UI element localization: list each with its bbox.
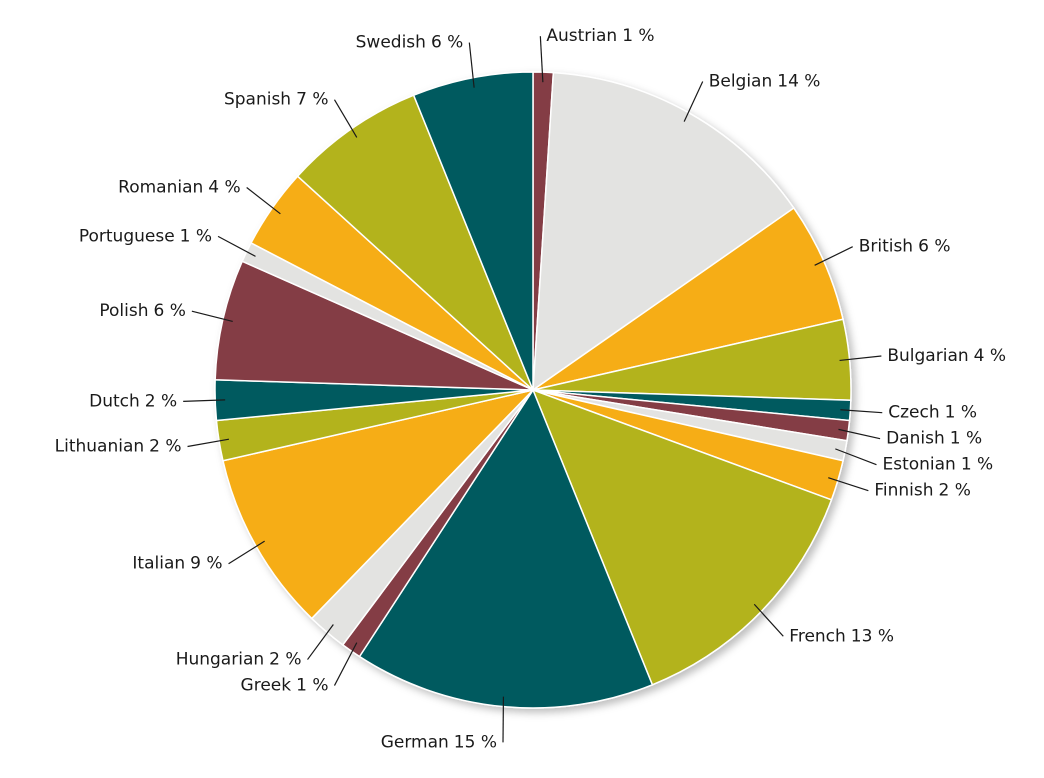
slice-label: Spanish 7 % — [224, 90, 329, 110]
value-label: 1 % — [961, 455, 993, 475]
pie — [214, 71, 852, 709]
slice-label: Finnish 2 % — [874, 481, 971, 501]
slice-label: Danish 1 % — [886, 429, 982, 449]
slice-label: Polish 6 % — [99, 301, 186, 321]
category-name: Danish — [886, 429, 945, 449]
category-name: Spanish — [224, 90, 291, 110]
value-label: 6 % — [154, 301, 186, 321]
leader-line — [333, 99, 358, 138]
value-label: 2 % — [269, 650, 301, 670]
value-label: 13 % — [851, 626, 894, 646]
category-name: Dutch — [89, 391, 140, 411]
value-label: 15 % — [454, 732, 497, 752]
category-name: Swedish — [356, 33, 426, 53]
leader-line — [246, 186, 281, 215]
leader-line — [333, 642, 358, 686]
slice-label: Hungarian 2 % — [176, 650, 302, 670]
slice-label: Dutch 2 % — [89, 391, 177, 411]
category-name: Greek — [241, 676, 292, 696]
value-label: 4 % — [208, 177, 240, 197]
leader-line — [828, 477, 869, 492]
value-label: 14 % — [777, 72, 820, 92]
labels: Austrian 1 %Belgian 14 %British 6 %Bulgaria… — [55, 26, 1006, 752]
leader-line — [814, 246, 853, 266]
category-name: Romanian — [118, 177, 203, 197]
value-label: 2 % — [939, 481, 971, 501]
pie-slice — [531, 388, 833, 686]
category-name: Bulgarian — [887, 346, 968, 366]
leader-line — [539, 36, 544, 83]
value-label: 1 % — [950, 429, 982, 449]
slice-label: French 13 % — [789, 626, 894, 646]
slice-label: German 15 % — [381, 732, 497, 752]
leader-line — [307, 624, 334, 660]
category-name: Lithuanian — [55, 436, 145, 456]
pie-slice — [412, 71, 534, 391]
slice-label: British 6 % — [859, 237, 951, 257]
value-label: 6 % — [431, 33, 463, 53]
value-label: 1 % — [296, 676, 328, 696]
value-label: 2 % — [145, 391, 177, 411]
category-name: Italian — [132, 554, 185, 574]
slice-label: Bulgarian 4 % — [887, 346, 1006, 366]
slice-label: Swedish 6 % — [356, 33, 464, 53]
category-name: Hungarian — [176, 650, 264, 670]
slice-label: Italian 9 % — [132, 554, 222, 574]
category-name: Belgian — [709, 72, 773, 92]
slice-label: Czech 1 % — [888, 403, 977, 423]
slice-label: Portuguese 1 % — [79, 226, 212, 246]
leader-line — [183, 399, 226, 402]
leader-line — [468, 42, 475, 88]
category-name: British — [859, 237, 913, 257]
category-name: Finnish — [874, 481, 933, 501]
value-label: 9 % — [190, 554, 222, 574]
category-name: Polish — [99, 301, 148, 321]
slice-label: Lithuanian 2 % — [55, 436, 182, 456]
leader-line — [839, 355, 882, 362]
leader-line — [753, 603, 784, 637]
leader-line — [217, 235, 256, 257]
value-label: 1 % — [180, 226, 212, 246]
category-name: German — [381, 732, 449, 752]
leader-line — [187, 438, 230, 448]
pie-slice — [532, 71, 795, 392]
slice-label: Austrian 1 % — [546, 26, 654, 46]
category-name: Austrian — [546, 26, 617, 46]
leader-line — [228, 540, 265, 565]
slice-label: Greek 1 % — [241, 676, 329, 696]
slice-label: Romanian 4 % — [118, 177, 241, 197]
leader-line — [683, 81, 704, 122]
leader-line — [191, 310, 233, 323]
value-label: 1 % — [622, 26, 654, 46]
leader-line — [840, 409, 883, 414]
leader-line — [835, 448, 877, 466]
slice-label: Estonian 1 % — [882, 455, 993, 475]
slice-label: Belgian 14 % — [709, 72, 821, 92]
value-label: 6 % — [918, 237, 950, 257]
category-name: Portuguese — [79, 226, 175, 246]
value-label: 4 % — [974, 346, 1006, 366]
value-label: 2 % — [149, 436, 181, 456]
category-name: Estonian — [882, 455, 955, 475]
pie-slice — [358, 388, 654, 709]
category-name: Czech — [888, 403, 939, 423]
value-label: 7 % — [296, 90, 328, 110]
value-label: 1 % — [945, 403, 977, 423]
category-name: French — [789, 626, 846, 646]
pie-slice — [296, 94, 534, 391]
leader-line — [838, 428, 881, 440]
